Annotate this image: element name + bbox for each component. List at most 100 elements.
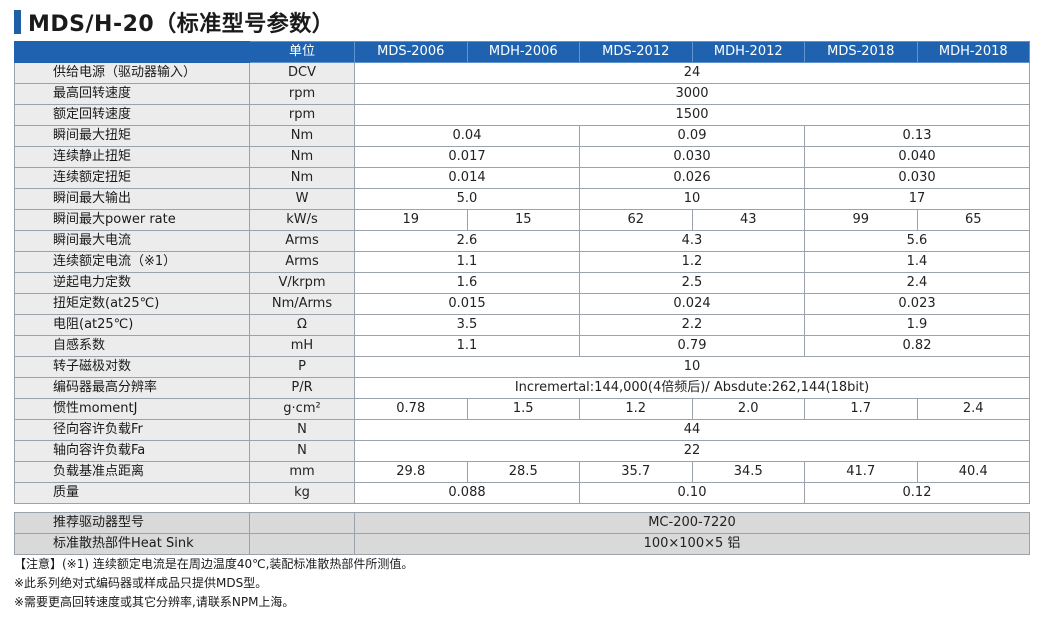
param-unit: N <box>249 419 355 441</box>
param-value: 43 <box>691 209 805 231</box>
param-value: 0.04 <box>354 125 580 147</box>
spec-row: 瞬间最大扭矩 Nm 0.04 0.09 0.13 <box>14 125 1030 147</box>
param-name: 瞬间最大扭矩 <box>14 125 250 147</box>
spec-row: 自感系数 mH 1.1 0.79 0.82 <box>14 335 1030 357</box>
header-model: MDH-2018 <box>916 41 1030 63</box>
spec-row: 编码器最高分辨率 P/R Incremertal:144,000(4倍频后)/ Ab… <box>14 377 1030 399</box>
driver-param-unit <box>249 512 355 534</box>
param-name: 瞬间最大power rate <box>14 209 250 231</box>
param-value: 2.2 <box>579 314 805 336</box>
param-value: 3000 <box>354 83 1030 105</box>
header-unit: 单位 <box>249 41 355 63</box>
param-name: 额定回转速度 <box>14 104 250 126</box>
driver-param-name: 标准散热部件Heat Sink <box>14 533 250 555</box>
param-unit: W <box>249 188 355 210</box>
driver-param-value: MC-200-7220 <box>354 512 1030 534</box>
note-line: 【注意】(※1) 连续额定电流是在周边温度40℃,装配标准散热部件所测值。 <box>14 557 414 571</box>
param-unit: Nm <box>249 125 355 147</box>
param-value: 2.4 <box>804 272 1030 294</box>
param-unit: P <box>249 356 355 378</box>
param-name: 质量 <box>14 482 250 504</box>
driver-param-name: 推荐驱动器型号 <box>14 512 250 534</box>
param-value: 17 <box>804 188 1030 210</box>
param-value: 62 <box>579 209 693 231</box>
spec-row: 径向容许负载Fr N 44 <box>14 419 1030 441</box>
param-value: 0.023 <box>804 293 1030 315</box>
spec-row: 最高回转速度 rpm 3000 <box>14 83 1030 105</box>
header-model: MDH-2006 <box>466 41 580 63</box>
param-name: 负载基准点距离 <box>14 461 250 483</box>
spec-row: 瞬间最大电流 Arms 2.6 4.3 5.6 <box>14 230 1030 252</box>
param-unit: Nm/Arms <box>249 293 355 315</box>
param-unit: kW/s <box>249 209 355 231</box>
spec-row: 瞬间最大输出 W 5.0 10 17 <box>14 188 1030 210</box>
param-unit: DCV <box>249 62 355 84</box>
param-unit: rpm <box>249 104 355 126</box>
param-name: 轴向容许负载Fa <box>14 440 250 462</box>
spec-row: 连续静止扭矩 Nm 0.017 0.030 0.040 <box>14 146 1030 168</box>
note-line: ※需要更高回转速度或其它分辨率,请联系NPM上海。 <box>14 595 295 609</box>
param-value: 0.017 <box>354 146 580 168</box>
param-name: 逆起电力定数 <box>14 272 250 294</box>
param-name: 瞬间最大电流 <box>14 230 250 252</box>
param-value: 0.014 <box>354 167 580 189</box>
param-value: 1.1 <box>354 335 580 357</box>
param-value: 2.6 <box>354 230 580 252</box>
param-name: 连续额定扭矩 <box>14 167 250 189</box>
param-unit: Nm <box>249 167 355 189</box>
driver-param-unit <box>249 533 355 555</box>
spec-row: 扭矩定数(at25℃) Nm/Arms 0.015 0.024 0.023 <box>14 293 1030 315</box>
param-value: 5.0 <box>354 188 580 210</box>
param-value: 34.5 <box>691 461 805 483</box>
note-line: ※此系列绝对式编码器或样成品只提供MDS型。 <box>14 576 268 590</box>
param-value: 5.6 <box>804 230 1030 252</box>
param-value: 0.015 <box>354 293 580 315</box>
param-name: 供给电源（驱动器输入） <box>14 62 250 84</box>
param-value: 0.088 <box>354 482 580 504</box>
table-separator-row <box>14 503 1030 513</box>
param-value: 0.030 <box>804 167 1030 189</box>
param-name: 瞬间最大输出 <box>14 188 250 210</box>
param-value: 22 <box>354 440 1030 462</box>
param-value: 1500 <box>354 104 1030 126</box>
param-name: 编码器最高分辨率 <box>14 377 250 399</box>
param-value: 0.12 <box>804 482 1030 504</box>
param-name: 自感系数 <box>14 335 250 357</box>
param-value: 15 <box>466 209 580 231</box>
param-name: 连续静止扭矩 <box>14 146 250 168</box>
param-value: 1.5 <box>466 398 580 420</box>
param-value: 0.040 <box>804 146 1030 168</box>
param-value: 1.7 <box>804 398 918 420</box>
spec-row: 惯性momentJ g·cm² 0.78 1.5 1.2 2.0 1.7 2.4 <box>14 398 1030 420</box>
param-value: 28.5 <box>466 461 580 483</box>
param-unit: Ω <box>249 314 355 336</box>
param-name: 电阻(at25℃) <box>14 314 250 336</box>
param-value: 44 <box>354 419 1030 441</box>
param-unit: Arms <box>249 230 355 252</box>
param-name: 惯性momentJ <box>14 398 250 420</box>
param-value: 2.5 <box>579 272 805 294</box>
param-name: 连续额定电流（※1） <box>14 251 250 273</box>
page-title-block: MDS/H-20（标准型号参数） <box>14 7 334 37</box>
param-unit: Nm <box>249 146 355 168</box>
param-value: 10 <box>579 188 805 210</box>
spec-row: 额定回转速度 rpm 1500 <box>14 104 1030 126</box>
param-name: 转子磁极对数 <box>14 356 250 378</box>
spec-row: 电阻(at25℃) Ω 3.5 2.2 1.9 <box>14 314 1030 336</box>
param-value: 1.2 <box>579 251 805 273</box>
param-name: 扭矩定数(at25℃) <box>14 293 250 315</box>
spec-row: 瞬间最大power rate kW/s 19 15 62 43 99 65 <box>14 209 1030 231</box>
param-value: 3.5 <box>354 314 580 336</box>
param-value: 0.030 <box>579 146 805 168</box>
param-value: 0.10 <box>579 482 805 504</box>
header-model: MDS-2006 <box>354 41 468 63</box>
param-unit: N <box>249 440 355 462</box>
notes-block: 【注意】(※1) 连续额定电流是在周边温度40℃,装配标准散热部件所测值。 ※此… <box>14 555 413 612</box>
param-value: Incremertal:144,000(4倍频后)/ Absdute:262,1… <box>354 377 1030 399</box>
spec-row: 质量 kg 0.088 0.10 0.12 <box>14 482 1030 504</box>
driver-param-value: 100×100×5 铝 <box>354 533 1030 555</box>
spec-row: 转子磁极对数 P 10 <box>14 356 1030 378</box>
spec-row: 连续额定扭矩 Nm 0.014 0.026 0.030 <box>14 167 1030 189</box>
spec-row: 负载基准点距离 mm 29.8 28.5 35.7 34.5 41.7 40.4 <box>14 461 1030 483</box>
param-value: 65 <box>916 209 1030 231</box>
